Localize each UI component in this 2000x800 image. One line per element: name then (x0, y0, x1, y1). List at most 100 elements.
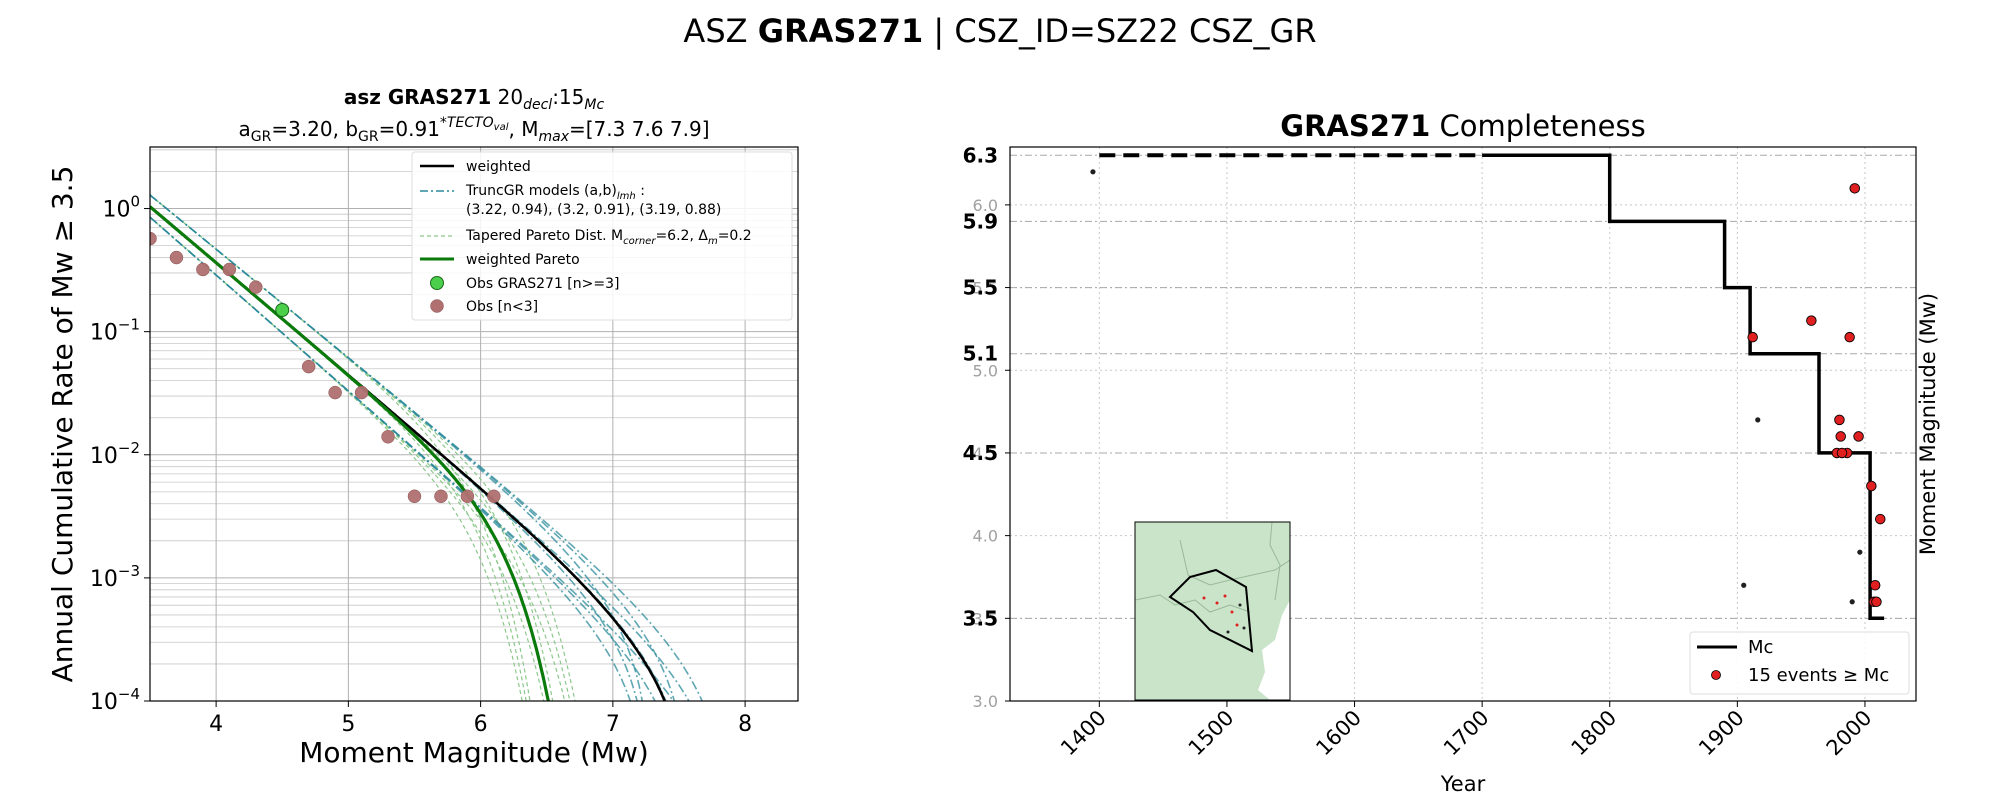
completeness-y-ticks: 3.03.54.04.55.05.56.06.35.95.55.14.53.5 (963, 143, 1010, 711)
inset-map (1134, 521, 1291, 701)
mc-tick-label: 5.1 (963, 342, 998, 366)
event-small (1090, 169, 1096, 175)
x-tick-label: 1700 (1439, 706, 1494, 761)
event-ge-mc (1834, 414, 1845, 426)
obs-small-point (169, 250, 184, 265)
event-small (1857, 549, 1863, 555)
x-tick-label: 5 (341, 712, 355, 737)
inset-event (1226, 630, 1230, 634)
mfd-curves (150, 194, 704, 701)
x-tick-label: 1500 (1184, 706, 1239, 761)
obs-small-point (222, 262, 237, 277)
y-tick-label: 100 (102, 193, 140, 223)
event-ge-mc (1844, 331, 1855, 343)
x-tick-label: 1600 (1311, 706, 1366, 761)
mfd-title-line1: asz GRAS271 20decl:15Mc (344, 85, 605, 113)
inset-event (1223, 594, 1227, 598)
mc-step-line (1482, 153, 1885, 621)
legend-mc-label: Mc (1748, 637, 1773, 658)
mc-tick-label: 5.5 (963, 276, 998, 300)
y-tick-label: 5.0 (973, 361, 998, 380)
mfd-points (150, 231, 501, 504)
obs-small-point (150, 231, 157, 246)
y-tick-label: 5.5 (973, 279, 998, 298)
y-tick-label: 10−3 (90, 562, 140, 592)
event-ge-mc (1871, 596, 1882, 608)
legend-weighted-label: weighted (466, 159, 531, 175)
x-tick-label: 8 (738, 712, 752, 737)
event-ge-mc (1747, 331, 1758, 343)
obs-small-point (381, 430, 395, 444)
completeness-events (1090, 169, 1886, 608)
event-ge-mc (1806, 315, 1817, 326)
event-ge-mc (1853, 431, 1864, 442)
event-small (1741, 582, 1747, 588)
event-ge-mc (1866, 480, 1877, 492)
truncgr-curve (150, 194, 704, 701)
completeness-x-label: Year (1440, 772, 1486, 796)
obs-small-point (460, 489, 475, 504)
completeness-y-label: Moment Magnitude (Mw) (1916, 293, 1940, 555)
completeness-mc-line (1099, 153, 1885, 621)
inset-border-3 (1269, 522, 1281, 601)
legend-obs-main-label: Obs GRAS271 [n>=3] (466, 276, 619, 292)
mfd-panel: asz GRAS271 20decl:15Mc aGR=3.20, bGR=0.… (46, 85, 799, 769)
event-ge-mc (1869, 579, 1881, 591)
inset-sea (1258, 600, 1290, 700)
inset-event (1238, 603, 1242, 607)
legend-tapered-label: Tapered Pareto Dist. Mcorner=6.2, Δm=0.2 (465, 228, 752, 247)
obs-small-point (301, 359, 316, 374)
mfd-plot-frame (149, 146, 799, 702)
truncgr-curve (150, 216, 675, 701)
inset-border-2 (1179, 539, 1290, 586)
obs-small-point (328, 385, 342, 400)
y-tick-label: 10−2 (90, 439, 140, 469)
mfd-y-ticks: 100 10−1 10−2 10−3 10−4 (90, 193, 150, 715)
event-ge-mc (1836, 447, 1848, 459)
mfd-x-ticks: 4 5 6 7 8 (209, 701, 752, 737)
mfd-y-label: Annual Cumulative Rate of Mw ≥ 3.5 (46, 166, 79, 683)
obs-small-point (196, 262, 210, 277)
mfd-title-line2: aGR=3.20, bGR=0.91*TECTOval, Mmax=[7.3 7… (239, 115, 710, 145)
legend-truncgr-values: (3.22, 0.94), (3.2, 0.91), (3.19, 0.88) (466, 202, 721, 218)
x-tick-label: 1900 (1694, 706, 1749, 761)
completeness-legend: Mc 15 events ≥ Mc (1689, 631, 1910, 695)
x-tick-label: 4 (209, 712, 223, 737)
event-ge-mc (1849, 183, 1860, 194)
inset-event (1230, 610, 1234, 614)
inset-zone-polygon (1168, 568, 1254, 653)
x-tick-label: 1800 (1567, 706, 1622, 761)
inset-event (1202, 596, 1206, 600)
inset-event (1235, 623, 1239, 627)
completeness-x-ticks: 1400 1500 1600 1700 1800 1900 2000 (1056, 701, 1876, 760)
inset-event (1242, 626, 1246, 630)
weighted-pareto-curve (150, 205, 550, 701)
y-tick-label: 4.5 (973, 444, 998, 463)
legend-events-marker (1711, 670, 1721, 680)
y-tick-label: 6.0 (973, 196, 998, 215)
truncgr-curve (150, 216, 632, 701)
mc-tick-label: 6.3 (963, 143, 998, 167)
obs-small-point (249, 280, 263, 294)
event-small (1849, 599, 1855, 605)
completeness-plot-frame (1009, 146, 1917, 702)
obs-main-point (275, 302, 290, 317)
obs-small-point (487, 489, 501, 504)
completeness-title: GRAS271 Completeness (1280, 109, 1645, 143)
obs-small-point (434, 489, 448, 504)
legend-obs-small-label: Obs [n<3] (466, 299, 538, 315)
x-tick-label: 1400 (1056, 706, 1111, 761)
legend-weighted-pareto-label: weighted Pareto (466, 252, 580, 268)
legend-obs-small-marker (430, 299, 444, 313)
x-tick-label: 6 (474, 712, 488, 737)
event-small (1755, 417, 1761, 423)
event-ge-mc (1835, 431, 1846, 442)
completeness-panel: GRAS271 Completeness (963, 109, 1940, 796)
mc-tick-label: 5.9 (963, 209, 998, 233)
y-tick-label: 3.5 (973, 609, 998, 628)
y-tick-label: 3.0 (973, 692, 998, 711)
figure-title: ASZ GRAS271 | CSZ_ID=SZ22 CSZ_GR (683, 12, 1316, 50)
mfd-legend: weighted TruncGR models (a,b)lmh : (3.22… (411, 151, 793, 321)
mfd-x-label: Moment Magnitude (Mw) (299, 736, 649, 769)
